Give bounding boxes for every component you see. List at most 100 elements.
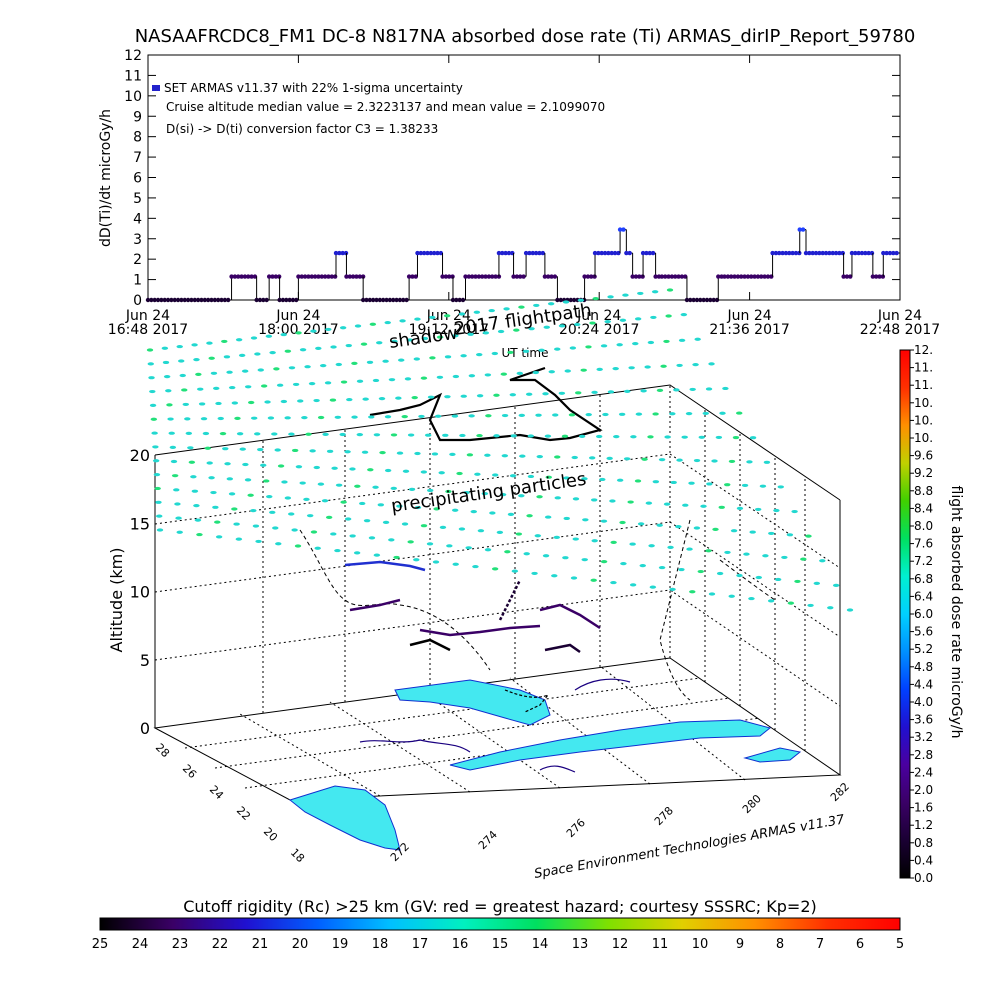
particle-mark [523, 552, 530, 556]
dose-point [621, 227, 626, 232]
particle-mark [656, 388, 664, 392]
particle-mark [496, 530, 504, 534]
dose-point [357, 274, 363, 279]
particle-mark [619, 318, 627, 322]
bottom-colorbar-tick-label: 16 [452, 937, 469, 952]
particle-mark [247, 493, 254, 497]
particle-mark [175, 516, 182, 520]
x-tick-label: Jun 24 [727, 308, 772, 324]
particle-mark [193, 504, 200, 508]
particle-mark [301, 416, 308, 420]
land-cuba [449, 719, 772, 771]
particle-mark [602, 412, 609, 417]
particle-mark [589, 321, 596, 325]
dose-point [863, 250, 868, 256]
particle-mark [436, 335, 444, 339]
particle-mark [208, 356, 215, 360]
dose-point [571, 297, 577, 303]
particle-mark [244, 385, 252, 389]
particle-mark [536, 495, 543, 499]
particle-mark [149, 389, 156, 394]
top-plot-x-label: UT time [501, 346, 548, 360]
dose-point [447, 274, 452, 279]
particle-mark [174, 502, 181, 506]
right-colorbar-tick-label: 8.4 [914, 501, 933, 515]
particle-mark [509, 474, 517, 478]
dose-point [406, 274, 412, 279]
dose-point [273, 274, 279, 279]
particle-mark [749, 530, 756, 534]
right-colorbar-tick-label: 8.0 [914, 519, 933, 533]
particle-mark [190, 475, 197, 479]
top-plot-y-label: dD(Ti)/dt microGy/h [98, 109, 114, 247]
bottom-colorbar-tick-label: 11 [652, 937, 669, 952]
dose-point [236, 274, 241, 279]
particle-mark [773, 508, 780, 513]
particle-mark [522, 349, 530, 353]
right-colorbar-label: flight absorbed dose rate microGy/h [948, 486, 964, 739]
dose-point [684, 297, 690, 303]
dose-point [360, 274, 366, 279]
bottom-colorbar-tick-label: 7 [816, 937, 824, 952]
dose-point [309, 274, 314, 279]
particle-mark [452, 334, 459, 338]
dose-point [239, 274, 244, 279]
dose-point [261, 297, 266, 303]
dose-point [533, 250, 539, 256]
longitude-tick-label: 280 [740, 792, 764, 816]
dose-point [749, 274, 754, 279]
dose-point [149, 297, 154, 303]
particle-mark [474, 472, 481, 476]
particle-mark [697, 569, 704, 574]
dose-point [457, 297, 462, 303]
dose-point [350, 274, 356, 279]
dose-point [673, 274, 678, 279]
particle-mark [724, 483, 731, 487]
dose-point [418, 250, 424, 256]
particle-mark [295, 331, 302, 335]
dose-point [701, 297, 706, 303]
particle-mark [239, 447, 246, 451]
particle-mark [161, 346, 169, 350]
y-tick-label: 10 [124, 89, 142, 105]
particle-mark [339, 326, 347, 330]
particle-mark [156, 514, 163, 518]
particle-mark [526, 514, 533, 518]
dose-point [493, 274, 498, 279]
particle-mark [635, 412, 643, 416]
particle-mark [678, 338, 686, 342]
dose-point [329, 274, 335, 279]
dose-point [813, 250, 819, 256]
particle-mark [288, 512, 295, 516]
particle-mark [658, 458, 666, 462]
particle-mark [170, 459, 178, 464]
particle-mark [551, 574, 558, 578]
dose-point [877, 274, 882, 279]
particle-mark [650, 315, 657, 320]
dose-point [691, 297, 696, 303]
dose-point [881, 250, 886, 256]
latitude-tick-label: 22 [234, 804, 253, 823]
right-colorbar-tick-label: 2.0 [914, 783, 933, 797]
dose-point [249, 274, 254, 279]
particle-mark [574, 322, 581, 327]
bottom-colorbar-tick-label: 25 [92, 937, 109, 952]
particle-mark [572, 537, 579, 541]
particle-mark [676, 363, 683, 368]
right-colorbar-tick-label: 10. [914, 396, 933, 410]
right-colorbar-tick-label: 4.4 [914, 677, 933, 691]
dose-point [735, 274, 741, 279]
particle-mark [273, 367, 280, 371]
latitude-tick-label: 20 [261, 825, 280, 844]
particle-mark [715, 435, 723, 440]
dose-point [887, 250, 893, 256]
particle-mark [372, 485, 379, 489]
particle-mark [299, 481, 306, 485]
particle-mark [705, 387, 713, 391]
particle-mark [558, 324, 566, 328]
particle-mark [518, 413, 526, 417]
dose-point [212, 297, 218, 303]
dose-point [319, 274, 324, 279]
particle-mark [193, 358, 200, 362]
